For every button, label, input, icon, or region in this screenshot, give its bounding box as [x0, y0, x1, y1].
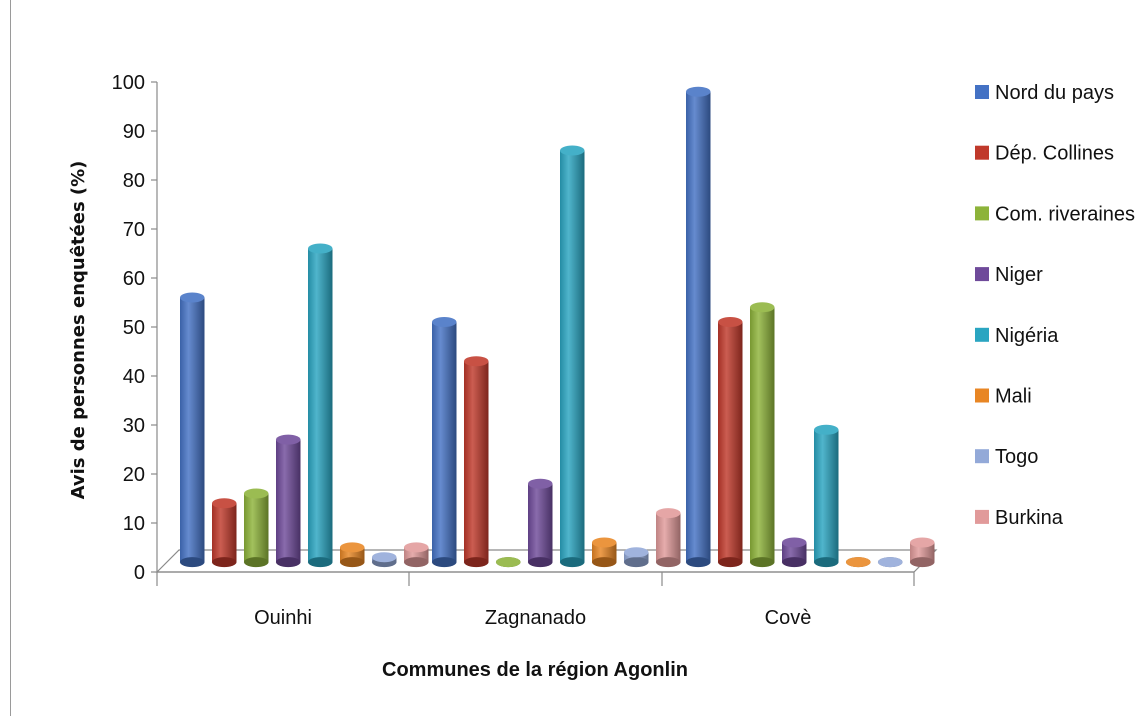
bar — [592, 537, 617, 568]
legend-label: Niger — [995, 264, 1043, 286]
bar — [372, 552, 397, 568]
bar — [180, 292, 205, 568]
legend-swatch — [975, 145, 989, 160]
y-tick-label: 100 — [112, 72, 145, 94]
legend-label: Burkina — [995, 507, 1064, 529]
legend-label: Togo — [995, 446, 1038, 468]
bar — [560, 145, 585, 568]
legend-swatch — [975, 85, 989, 99]
bar — [718, 317, 743, 568]
legend-label: Nigéria — [995, 325, 1059, 347]
bar — [910, 537, 935, 568]
bar — [528, 478, 553, 568]
y-tick-label: 50 — [123, 317, 145, 339]
y-tick-label: 10 — [123, 513, 145, 535]
y-tick-label: 60 — [123, 268, 145, 290]
bar — [212, 498, 237, 568]
legend-swatch — [975, 388, 989, 403]
legend-label: Com. riveraines — [995, 203, 1135, 225]
bar — [496, 557, 521, 568]
y-tick-label: 80 — [123, 170, 145, 192]
x-tick-label: Covè — [765, 607, 812, 629]
bar — [814, 424, 839, 568]
legend-swatch — [975, 206, 989, 221]
legend-label: Mali — [995, 386, 1032, 408]
legend-swatch — [975, 449, 989, 464]
bar — [340, 542, 365, 568]
bar — [846, 557, 871, 568]
bar — [308, 243, 333, 568]
y-tick-label: 70 — [123, 219, 145, 241]
y-tick-label: 40 — [123, 366, 145, 388]
bar — [276, 434, 301, 568]
x-axis-label: Communes de la région Agonlin — [382, 659, 688, 681]
bar — [750, 302, 775, 568]
legend-swatch — [975, 327, 989, 342]
legend-label: Nord du pays — [995, 82, 1114, 104]
bar — [656, 508, 681, 568]
bar — [686, 86, 711, 568]
bar — [464, 356, 489, 568]
legend-swatch — [975, 509, 989, 524]
y-tick-label: 30 — [123, 415, 145, 437]
y-tick-label: 90 — [123, 121, 145, 143]
bar — [432, 317, 457, 568]
bar — [878, 557, 903, 568]
legend-label: Dép. Collines — [995, 143, 1114, 165]
x-tick-label: Ouinhi — [254, 607, 312, 629]
x-tick-label: Zagnanado — [485, 607, 586, 629]
x-axis-ticks: Ouinhi Zagnanado Covè — [156, 572, 915, 629]
y-tick-label: 0 — [134, 562, 145, 584]
chart-legend: Nord du pays Dép. Collines Com. riveraines… — [975, 82, 1135, 529]
image-frame-line — [10, 0, 11, 716]
y-axis-ticks: 0 10 20 30 40 50 60 70 80 90 100 — [112, 72, 157, 584]
bar — [244, 488, 269, 568]
legend-swatch — [975, 267, 989, 282]
y-axis-label: Avis de personnes enquêtées (%) — [68, 161, 89, 500]
y-tick-label: 20 — [123, 464, 145, 486]
bar — [624, 547, 649, 568]
chart-bars — [180, 86, 935, 568]
bar — [404, 542, 429, 568]
bar — [782, 537, 807, 568]
